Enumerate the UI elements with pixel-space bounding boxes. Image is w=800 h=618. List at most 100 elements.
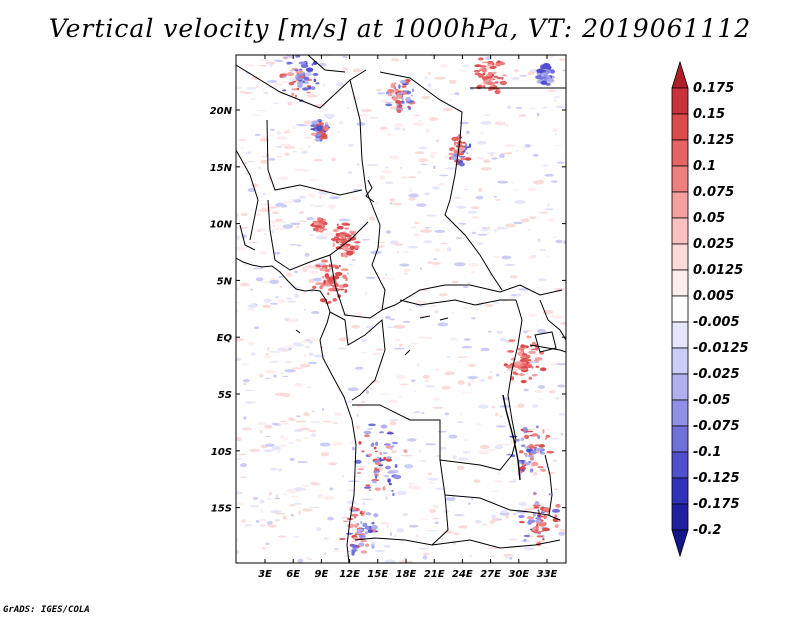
shade-speckle <box>306 94 319 98</box>
shade-speckle <box>332 422 338 424</box>
shade-speckle <box>448 434 458 439</box>
shade-speckle <box>323 113 336 118</box>
shade-speckle <box>478 450 490 455</box>
shade-speckle <box>319 195 322 200</box>
shade-speckle <box>407 245 419 249</box>
shade-speckle <box>252 114 264 116</box>
shade-cluster <box>401 97 404 101</box>
shade-speckle <box>500 510 508 514</box>
shade-speckle <box>487 375 493 380</box>
shade-speckle <box>308 429 317 433</box>
shade-speckle <box>434 76 447 80</box>
shade-speckle <box>385 496 389 500</box>
shade-speckle <box>271 211 280 215</box>
shade-speckle <box>448 79 457 84</box>
shade-speckle <box>401 454 413 457</box>
shade-speckle <box>466 130 470 135</box>
shade-speckle <box>284 129 289 132</box>
shade-cluster <box>350 544 356 547</box>
shade-speckle <box>528 313 538 317</box>
shade-speckle <box>315 235 328 240</box>
shade-cluster <box>464 143 468 147</box>
shade-speckle <box>453 532 460 536</box>
shade-speckle <box>403 272 408 275</box>
shade-speckle <box>236 309 239 314</box>
shade-speckle <box>282 375 289 378</box>
shade-speckle <box>268 158 276 161</box>
shade-cluster <box>520 379 527 384</box>
colorbar-label: -0.1 <box>693 445 721 460</box>
shade-speckle <box>413 411 421 413</box>
shade-speckle <box>471 497 474 501</box>
shade-speckle <box>270 128 275 131</box>
shade-cluster <box>312 220 319 223</box>
shade-cluster <box>380 424 388 429</box>
shade-cluster <box>530 456 534 461</box>
shade-speckle <box>456 465 465 470</box>
shade-cluster <box>518 514 525 519</box>
shade-cluster <box>493 75 498 79</box>
shade-speckle <box>317 494 324 499</box>
shade-cluster <box>393 474 402 480</box>
shade-speckle <box>485 56 492 61</box>
shade-cluster <box>505 364 514 369</box>
shade-speckle <box>466 281 472 284</box>
shade-speckle <box>273 82 284 87</box>
shade-speckle <box>420 460 428 462</box>
shade-speckle <box>251 183 259 188</box>
shade-speckle <box>338 218 351 222</box>
shade-cluster <box>547 78 555 83</box>
shade-speckle <box>276 131 282 135</box>
shade-cluster <box>531 433 539 437</box>
shade-cluster <box>360 521 363 524</box>
lat-tick-label: 10S <box>211 447 232 458</box>
shade-speckle <box>311 410 315 413</box>
shade-cluster <box>536 514 541 517</box>
shade-speckle <box>303 436 309 439</box>
shade-cluster <box>371 521 375 525</box>
shade-cluster <box>286 72 295 77</box>
shade-speckle <box>494 228 497 233</box>
shade-speckle <box>389 198 396 202</box>
shade-speckle <box>527 187 537 191</box>
shade-cluster <box>365 543 370 547</box>
colorbar-label: -0.005 <box>693 315 740 330</box>
shade-cluster <box>499 80 507 86</box>
shade-speckle <box>292 367 304 370</box>
shade-speckle <box>296 461 309 464</box>
shade-speckle <box>395 374 406 380</box>
lake-chad <box>365 179 375 203</box>
shade-cluster <box>514 364 522 369</box>
shade-speckle <box>305 265 317 269</box>
shade-cluster <box>368 453 372 457</box>
shade-cluster <box>362 510 366 514</box>
shade-speckle <box>274 296 279 298</box>
shade-cluster <box>396 104 400 106</box>
shade-speckle <box>542 106 548 109</box>
shade-speckle <box>346 400 353 404</box>
shade-speckle <box>263 91 269 95</box>
shade-speckle <box>301 150 308 154</box>
shade-speckle <box>418 547 429 550</box>
lon-tick-label: 21E <box>424 569 445 580</box>
shade-speckle <box>539 211 549 214</box>
shade-speckle <box>532 404 538 408</box>
shade-cluster <box>317 223 322 225</box>
shade-speckle <box>429 117 439 121</box>
shade-speckle <box>402 320 411 323</box>
shade-cluster <box>315 137 321 142</box>
shade-cluster <box>541 73 544 77</box>
border-south-sudan <box>499 284 563 296</box>
shade-cluster <box>351 551 355 556</box>
border-morocco <box>307 55 346 73</box>
shade-speckle <box>437 322 449 327</box>
shade-speckle <box>429 509 436 513</box>
shade-speckle <box>515 107 523 109</box>
shade-speckle <box>286 300 297 303</box>
shade-cluster <box>488 71 492 77</box>
shade-speckle <box>268 134 275 136</box>
shade-speckle <box>278 468 283 472</box>
shade-speckle <box>467 375 477 380</box>
border-nigeria <box>267 199 369 271</box>
shade-speckle <box>491 405 495 409</box>
